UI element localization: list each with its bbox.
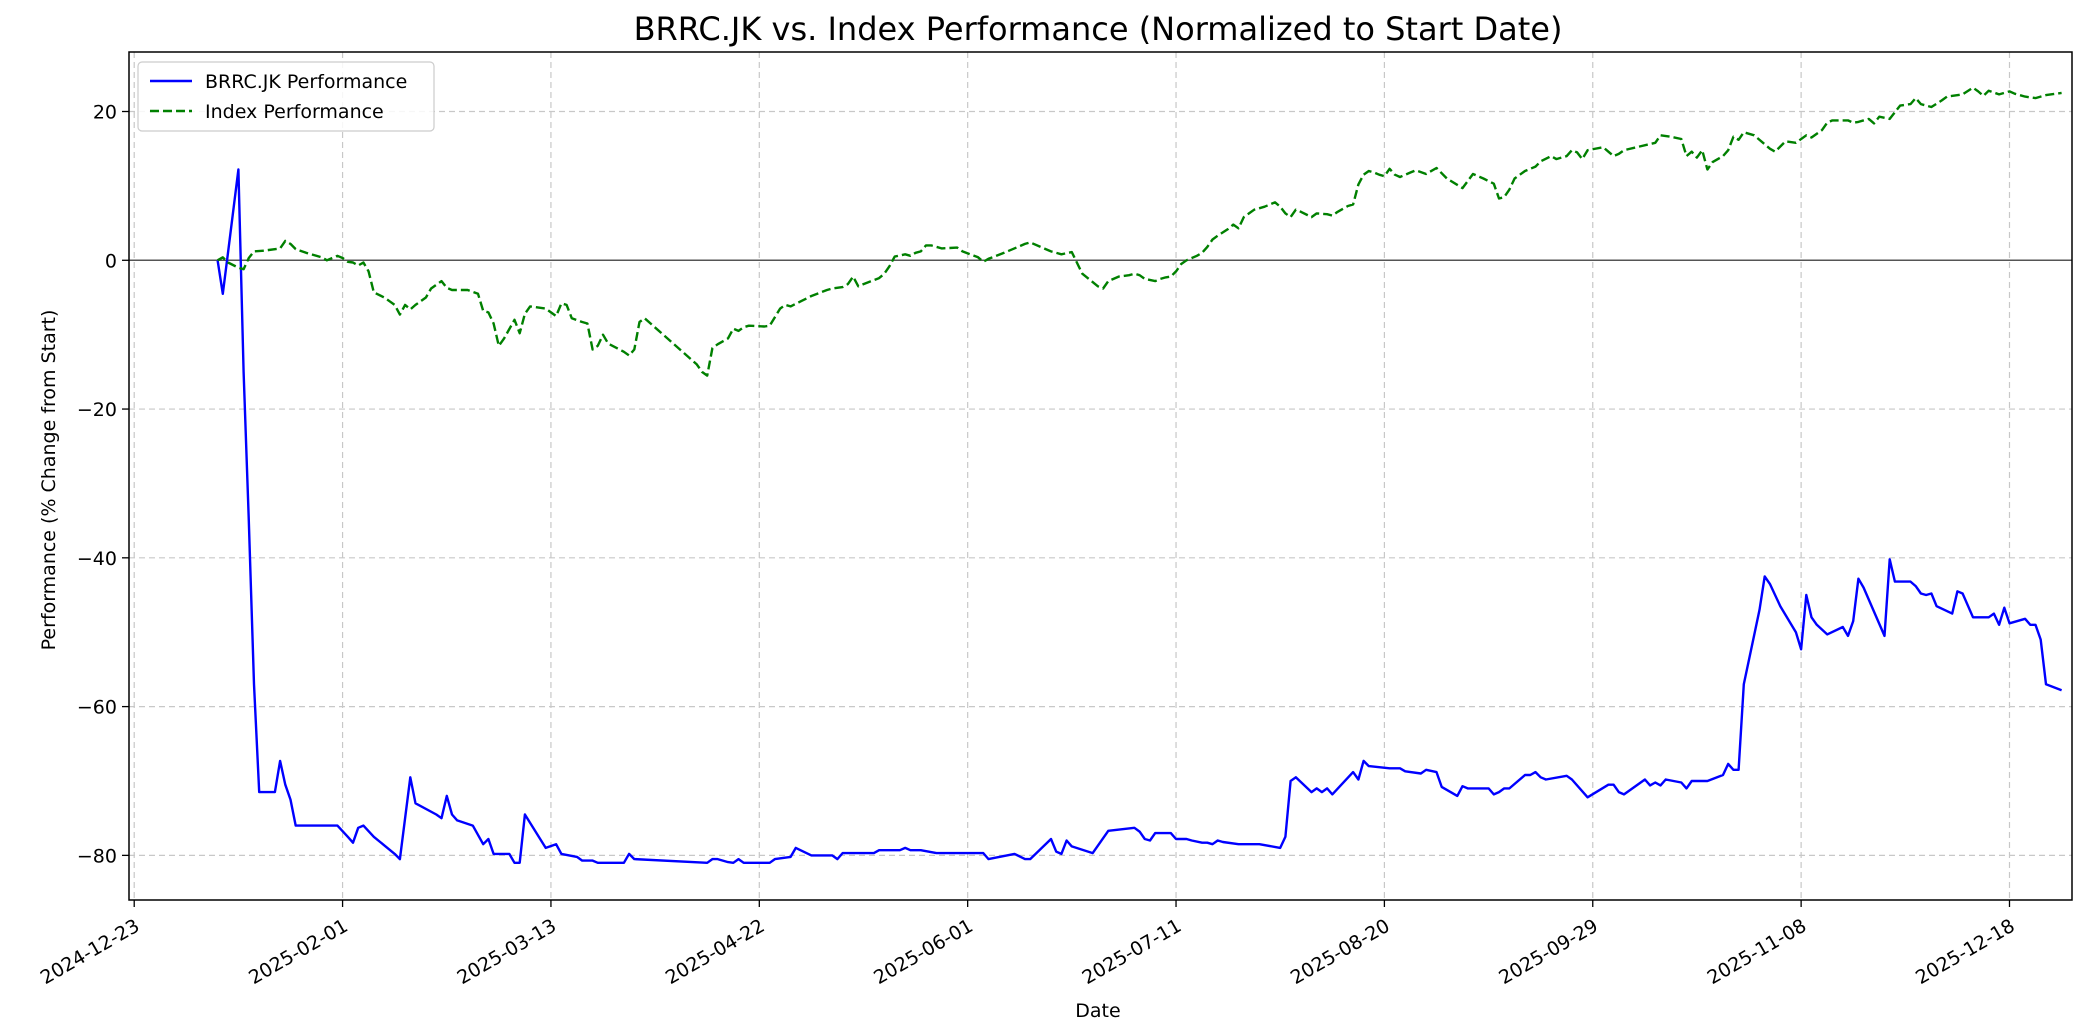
legend-box bbox=[137, 61, 435, 132]
y-tick-label: −60 bbox=[77, 697, 117, 719]
x-axis-ticks: 2024-12-23 2025-02-01 2025-03-13 2025-04-22… bbox=[37, 900, 2019, 989]
x-tick-label: 2025-03-13 bbox=[453, 915, 560, 989]
x-tick-label: 2025-08-20 bbox=[1287, 915, 1394, 989]
series-lines bbox=[216, 86, 2063, 864]
x-tick-label: 2025-07-11 bbox=[1079, 915, 1186, 989]
series-line-0 bbox=[216, 168, 2063, 864]
y-tick-label: 20 bbox=[93, 102, 117, 124]
plot-frame bbox=[128, 51, 2073, 901]
x-tick-label: 2025-09-29 bbox=[1495, 915, 1602, 989]
x-tick-label: 2025-11-08 bbox=[1704, 915, 1811, 989]
legend: BRRC.JK Performance Index Performance bbox=[137, 61, 435, 132]
x-tick-label: 2025-12-18 bbox=[1912, 915, 2019, 989]
x-tick-label: 2025-04-22 bbox=[662, 915, 769, 989]
legend-label-brrc: BRRC.JK Performance bbox=[205, 71, 407, 93]
y-tick-label: −20 bbox=[77, 399, 117, 421]
x-tick-label: 2025-06-01 bbox=[870, 915, 977, 989]
series-line-1 bbox=[217, 86, 2062, 377]
legend-label-index: Index Performance bbox=[205, 101, 384, 123]
y-tick-label: 0 bbox=[105, 250, 117, 272]
x-tick-label: 2024-12-23 bbox=[37, 915, 144, 989]
x-axis-label: Date bbox=[1075, 1000, 1120, 1022]
x-tick-label: 2025-02-01 bbox=[245, 915, 352, 989]
y-axis-ticks: 20 0 −20 −40 −60 −80 bbox=[77, 102, 129, 867]
y-tick-label: −40 bbox=[77, 548, 117, 570]
y-tick-label: −80 bbox=[77, 845, 117, 867]
grid-lines bbox=[129, 52, 2072, 900]
chart-title: BRRC.JK vs. Index Performance (Normalize… bbox=[634, 10, 1563, 48]
y-axis-label: Performance (% Change from Start) bbox=[38, 310, 60, 651]
